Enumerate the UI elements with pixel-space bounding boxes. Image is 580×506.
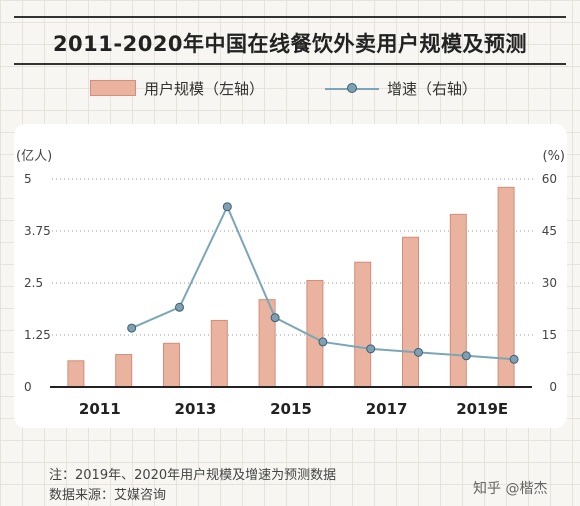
right-tick-label: 30 — [542, 276, 557, 290]
x-tick-label: 2019E — [456, 400, 508, 418]
left-tick-label: 0 — [24, 380, 32, 394]
right-tick-label: 15 — [542, 328, 557, 342]
bar — [354, 261, 372, 388]
legend: 用户规模（左轴） 增速（右轴） — [0, 77, 580, 99]
bar — [163, 342, 180, 388]
growth-point — [366, 344, 376, 354]
growth-point — [461, 351, 471, 361]
x-tick-label: 2011 — [79, 400, 121, 418]
left-tick-label: 1.25 — [24, 328, 51, 342]
right-tick-label: 45 — [542, 224, 557, 238]
right-axis-unit: (%) — [543, 149, 566, 164]
left-axis-unit: (亿人) — [16, 149, 52, 164]
left-tick-label: 3.75 — [24, 224, 51, 238]
bar — [402, 236, 419, 388]
legend-line-marker — [347, 83, 357, 93]
bar — [115, 354, 133, 388]
growth-point — [127, 323, 137, 333]
chart-title: 2011-2020年中国在线餐饮外卖用户规模及预测 — [52, 32, 528, 56]
left-tick-label: 5 — [24, 172, 32, 186]
chart-panel — [14, 124, 567, 428]
bar — [449, 213, 467, 388]
growth-point — [414, 347, 423, 357]
x-tick-label: 2013 — [175, 400, 217, 418]
right-tick-label: 0 — [549, 380, 557, 394]
bar — [210, 319, 228, 388]
right-tick-label: 60 — [542, 172, 557, 186]
legend-line-label: 增速（右轴） — [387, 80, 478, 98]
footer-note: 注：2019年、2020年用户规模及增速为预测数据 — [49, 468, 337, 483]
title-rule-bottom — [14, 63, 566, 65]
growth-point — [270, 313, 280, 323]
left-tick-label: 2.5 — [24, 276, 43, 290]
legend-bar-label: 用户规模（左轴） — [144, 80, 265, 98]
title-rule-top — [14, 16, 566, 18]
brand-watermark: 知乎 @楷杰 — [473, 481, 548, 497]
footer-source: 数据来源：艾媒咨询 — [49, 488, 167, 503]
legend-bar-swatch — [90, 80, 136, 96]
bar — [67, 360, 85, 388]
x-tick-label: 2015 — [270, 400, 312, 418]
growth-point — [222, 202, 232, 212]
growth-point — [509, 354, 519, 364]
growth-point — [175, 302, 184, 312]
growth-point — [318, 337, 328, 347]
bar — [306, 280, 324, 388]
x-tick-label: 2017 — [366, 400, 408, 418]
